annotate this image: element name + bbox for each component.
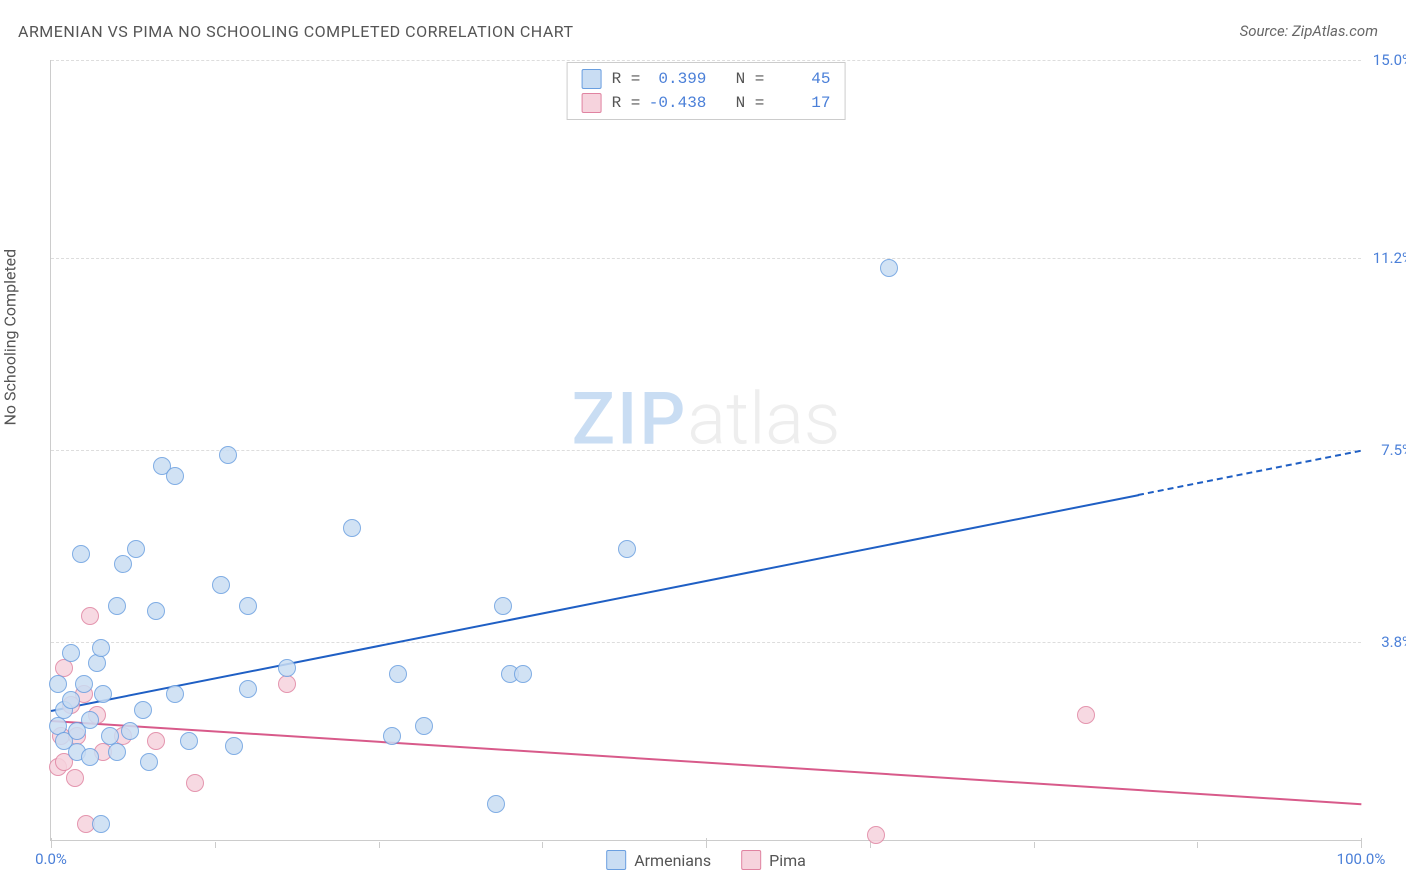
data-point-pima [867,826,885,844]
data-point-armenians [514,665,532,683]
data-point-pima [186,774,204,792]
data-point-armenians [92,815,110,833]
data-point-armenians [212,576,230,594]
data-point-armenians [389,665,407,683]
watermark-zip: ZIP [572,376,688,461]
legend-label: Pima [769,851,806,870]
trend-line-pima [51,720,1361,805]
watermark: ZIPatlas [572,376,841,461]
data-point-armenians [239,680,257,698]
legend-r-label: R = [612,91,641,115]
data-point-armenians [108,597,126,615]
legend-n-value: 17 [770,91,830,115]
data-point-armenians [618,540,636,558]
chart-title: ARMENIAN VS PIMA NO SCHOOLING COMPLETED … [18,22,574,41]
y-tick-label: 15.0% [1365,51,1406,69]
data-point-armenians [147,602,165,620]
data-point-armenians [225,737,243,755]
legend-n-label: N = [716,91,764,115]
data-point-armenians [487,795,505,813]
data-point-armenians [108,743,126,761]
data-point-armenians [81,711,99,729]
x-tick [379,842,380,848]
legend-r-label: R = [612,67,641,91]
gridline [51,258,1361,259]
x-tick [1361,838,1362,848]
legend-swatch [741,850,761,870]
gridline [51,450,1361,451]
y-tick-label: 7.5% [1365,441,1406,459]
data-point-armenians [62,691,80,709]
x-tick [706,838,707,848]
data-point-armenians [239,597,257,615]
legend-row: R =0.399 N =45 [582,67,831,91]
y-tick-label: 3.8% [1365,633,1406,651]
watermark-atlas: atlas [687,376,840,461]
x-tick [215,842,216,848]
data-point-armenians [49,675,67,693]
legend-swatch [582,69,602,89]
trend-line-armenians-dashed [1138,450,1361,496]
data-point-armenians [166,685,184,703]
data-point-armenians [180,732,198,750]
data-point-armenians [343,519,361,537]
data-point-pima [278,675,296,693]
legend-row: R =-0.438 N =17 [582,91,831,115]
chart-container: ARMENIAN VS PIMA NO SCHOOLING COMPLETED … [0,0,1406,892]
source-attribution: Source: ZipAtlas.com [1240,22,1378,40]
data-point-armenians [88,654,106,672]
gridline [51,642,1361,643]
data-point-armenians [415,717,433,735]
legend-swatch [582,93,602,113]
legend-r-value: -0.438 [646,91,706,115]
data-point-armenians [72,545,90,563]
data-point-pima [1077,706,1095,724]
data-point-pima [66,769,84,787]
data-point-armenians [166,467,184,485]
x-tick [1197,842,1198,848]
x-tick [51,838,52,848]
data-point-armenians [219,446,237,464]
legend-item: Pima [741,850,806,870]
x-tick [870,842,871,848]
y-axis-label: No Schooling Completed [1,249,20,426]
legend-n-value: 45 [770,67,830,91]
gridline [51,60,1361,61]
x-tick [542,842,543,848]
data-point-armenians [121,722,139,740]
data-point-armenians [62,644,80,662]
data-point-armenians [81,748,99,766]
series-legend: Armenians Pima [606,850,806,870]
legend-label: Armenians [634,851,711,870]
plot-area: ZIPatlas R =0.399 N =45R =-0.438 N =17 A… [50,60,1361,841]
data-point-armenians [75,675,93,693]
legend-swatch [606,850,626,870]
data-point-armenians [92,639,110,657]
data-point-pima [81,607,99,625]
data-point-armenians [140,753,158,771]
x-tick-label-max: 100.0% [1337,850,1386,868]
data-point-armenians [278,659,296,677]
x-tick-label-min: 0.0% [35,850,67,868]
data-point-armenians [383,727,401,745]
data-point-armenians [127,540,145,558]
y-tick-label: 11.2% [1365,249,1406,267]
correlation-legend: R =0.399 N =45R =-0.438 N =17 [567,62,846,120]
data-point-pima [147,732,165,750]
data-point-armenians [114,555,132,573]
trend-line-armenians [51,494,1139,712]
legend-n-label: N = [716,67,764,91]
data-point-armenians [880,259,898,277]
data-point-armenians [494,597,512,615]
legend-item: Armenians [606,850,711,870]
legend-r-value: 0.399 [646,67,706,91]
data-point-armenians [134,701,152,719]
x-tick [1034,842,1035,848]
data-point-armenians [94,685,112,703]
